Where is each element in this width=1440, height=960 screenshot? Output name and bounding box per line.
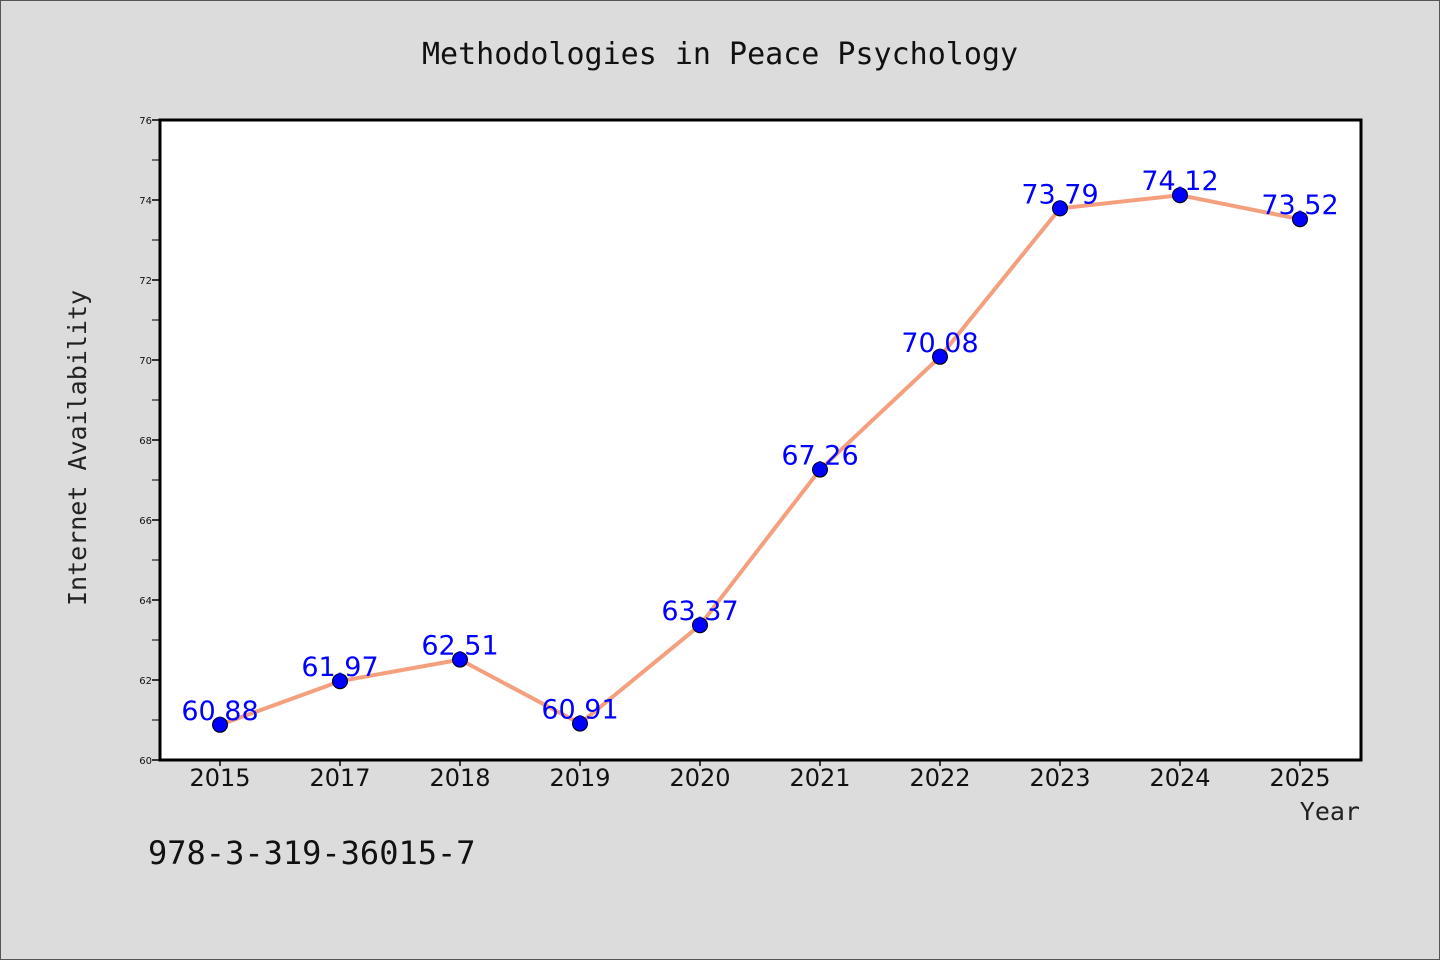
y-axis: 60 62 64 66 68 70 72 74 76 (139, 116, 160, 767)
y-tick-label: 66 (139, 516, 152, 527)
data-label: 62.51 (421, 631, 498, 662)
y-tick-label: 74 (139, 196, 152, 207)
data-label: 61.97 (301, 652, 378, 683)
data-label: 60.91 (541, 695, 618, 726)
data-label: 73.79 (1021, 179, 1098, 210)
data-point (332, 673, 348, 690)
data-label: 67.26 (781, 441, 858, 472)
x-tick-label: 2024 (1149, 764, 1210, 792)
x-axis: 2015 2017 2018 2019 2020 2021 2022 2023 2024 2025 (189, 760, 1331, 792)
data-point (932, 348, 948, 365)
data-label: 60.88 (181, 696, 258, 727)
x-axis-title: Year (1300, 797, 1360, 826)
x-tick-label: 2025 (1269, 764, 1330, 792)
data-point (1172, 187, 1188, 204)
y-tick-label: 70 (139, 356, 152, 367)
x-tick-label: 2018 (429, 764, 490, 792)
series-markers (212, 187, 1308, 733)
y-axis-title: Internet Availability (63, 290, 92, 606)
x-tick-label: 2023 (1029, 764, 1090, 792)
data-point (572, 715, 588, 732)
chart-title: Methodologies in Peace Psychology (422, 37, 1018, 72)
data-point (812, 461, 828, 478)
data-point (452, 651, 468, 668)
data-point (212, 716, 228, 733)
x-tick-label: 2015 (189, 764, 250, 792)
x-tick-label: 2021 (789, 764, 850, 792)
y-tick-label: 60 (139, 756, 152, 767)
data-point (692, 617, 708, 634)
y-tick-label: 62 (139, 676, 152, 687)
series-line (219, 193, 1301, 727)
x-tick-label: 2019 (549, 764, 610, 792)
data-labels: 60.88 61.97 62.51 60.91 63.37 67.26 70.08 73.79… (181, 166, 1338, 727)
y-tick-label: 68 (139, 436, 152, 447)
data-point (1052, 200, 1068, 217)
x-tick-label: 2020 (669, 764, 730, 792)
data-point (1292, 211, 1308, 228)
data-label: 74.12 (1141, 166, 1218, 197)
data-label: 70.08 (901, 328, 978, 359)
x-tick-label: 2022 (909, 764, 970, 792)
data-label: 73.52 (1261, 190, 1338, 221)
y-tick-label: 76 (139, 116, 152, 127)
plot-area (158, 118, 1363, 762)
y-tick-label: 72 (139, 276, 152, 287)
x-tick-label: 2017 (309, 764, 370, 792)
isbn-text: 978-3-319-36015-7 (148, 834, 476, 872)
y-tick-label: 64 (139, 596, 152, 607)
data-label: 63.37 (661, 596, 738, 627)
